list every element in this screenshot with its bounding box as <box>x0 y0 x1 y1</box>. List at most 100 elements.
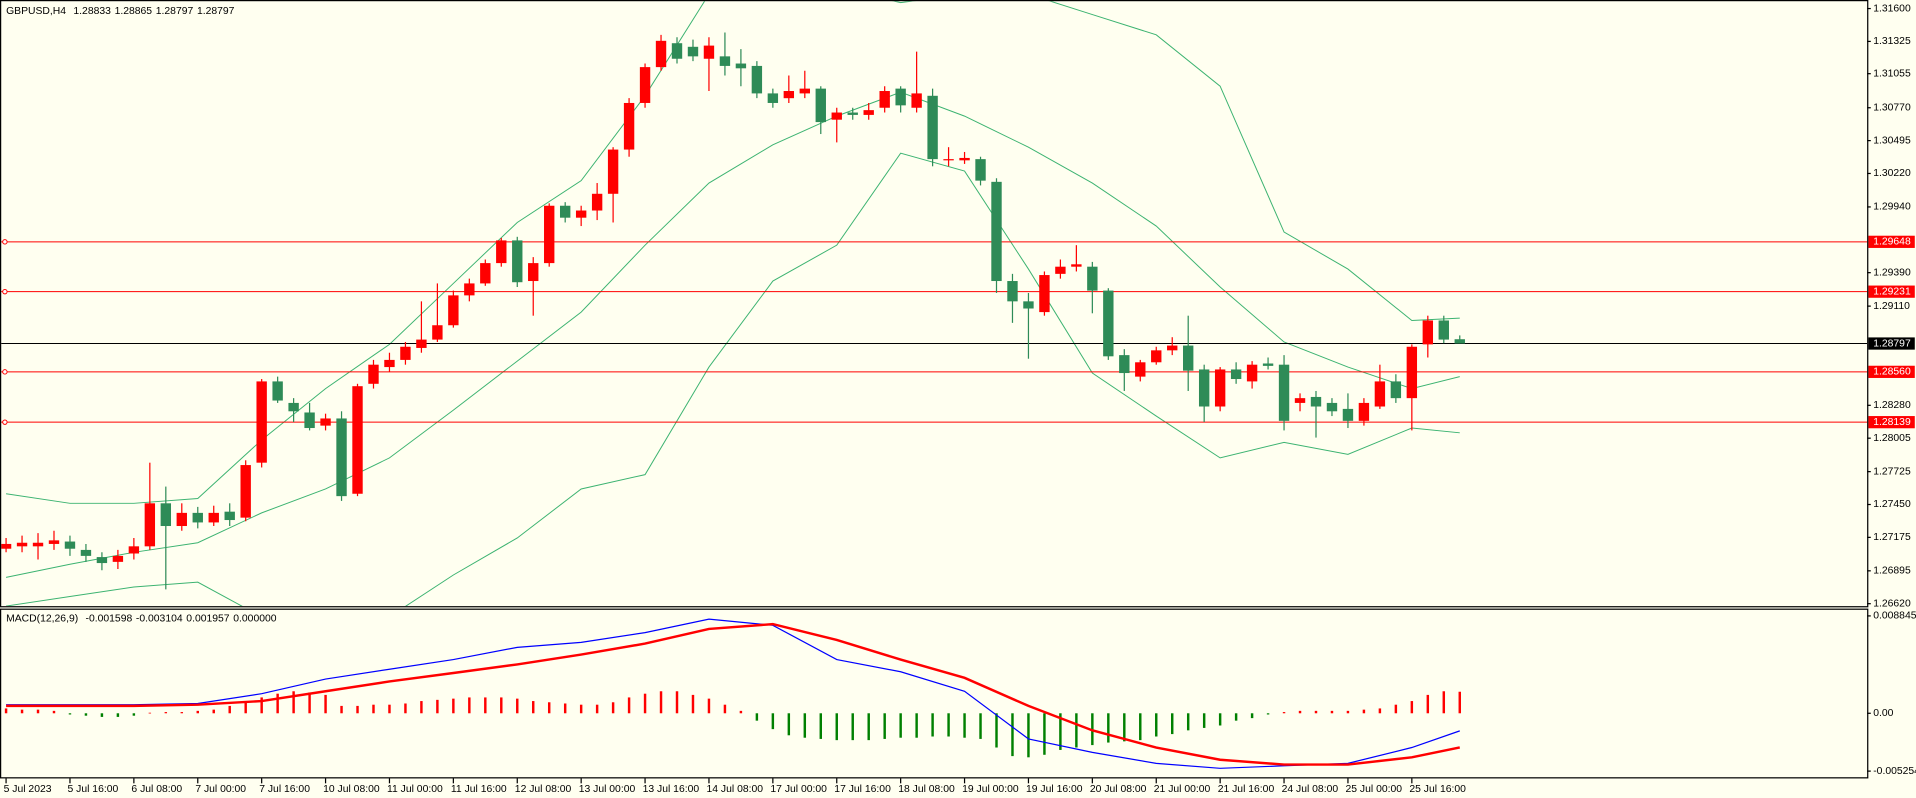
candle-body <box>1422 320 1434 345</box>
histogram-bar <box>819 713 823 739</box>
candle-body <box>863 110 874 115</box>
histogram-bar <box>611 702 615 714</box>
candle-body <box>799 88 810 94</box>
histogram-bar <box>835 713 838 741</box>
histogram-bar <box>1139 713 1142 741</box>
candle-body <box>464 283 475 296</box>
histogram-bar <box>627 697 631 714</box>
x-tick-label: 24 Jul 08:00 <box>1282 784 1339 795</box>
y-tick-label: 1.31055 <box>1873 68 1911 79</box>
histogram-bar <box>516 698 519 714</box>
candle-body <box>1230 369 1242 380</box>
candle-body <box>719 56 731 66</box>
candle-body <box>767 93 779 103</box>
indicator-line <box>5 91 1460 578</box>
histogram-bar <box>1155 713 1158 737</box>
candle-body <box>895 88 906 106</box>
histogram-bar <box>4 708 8 714</box>
y-tick-label: 0.00 <box>1873 708 1893 719</box>
indicator-line <box>6 622 1461 766</box>
x-tick-label: 21 Jul 16:00 <box>1218 784 1275 795</box>
x-tick-label: 12 Jul 08:00 <box>515 784 572 795</box>
candle-body <box>80 549 92 556</box>
histogram-bar <box>963 713 966 738</box>
x-tick-label: 18 Jul 08:00 <box>898 784 955 795</box>
candle-body <box>480 263 491 284</box>
y-tick-label: 1.26620 <box>1873 598 1911 609</box>
candle-body <box>831 112 842 120</box>
histogram-bar <box>1075 713 1078 748</box>
histogram-bar <box>164 712 168 714</box>
x-tick-label: 5 Jul 16:00 <box>68 784 119 795</box>
histogram-bar <box>388 704 391 714</box>
candle-body <box>336 418 347 497</box>
candle-body <box>815 88 826 123</box>
histogram-bar <box>707 698 711 714</box>
y-tick-label: 1.29940 <box>1873 202 1911 213</box>
histogram-bar <box>308 692 311 714</box>
candle-body <box>1374 381 1386 407</box>
x-tick-label: 11 Jul 16:00 <box>451 784 507 795</box>
x-tick-label: 20 Jul 08:00 <box>1090 784 1147 795</box>
current-price-label: 1.28797 <box>1873 338 1911 349</box>
header-value: 0.000000 <box>233 613 277 624</box>
histogram-bar <box>100 713 104 717</box>
x-tick-label: 19 Jul 00:00 <box>962 784 1019 795</box>
histogram-bar <box>36 709 40 714</box>
histogram-bar <box>1346 710 1350 714</box>
histogram-bar <box>579 704 583 714</box>
histogram-bar <box>947 713 950 737</box>
header-value: 1.28797 <box>156 6 194 17</box>
candle-body <box>655 40 667 68</box>
x-tick-label: 10 Jul 08:00 <box>323 784 380 795</box>
candle-body <box>1438 320 1449 340</box>
current-price-box <box>1868 337 1915 350</box>
histogram-bar <box>1330 710 1334 714</box>
candle-body <box>751 65 763 94</box>
histogram-bar <box>787 713 791 736</box>
header-title: MACD(12,26,9) <box>6 613 78 624</box>
header-value: 1.28833 <box>73 6 111 17</box>
macd-frame <box>0 608 1869 779</box>
histogram-bar <box>659 691 663 714</box>
histogram-bar <box>1202 713 1206 728</box>
candle-body <box>64 541 76 549</box>
candle-body <box>639 67 651 103</box>
histogram-bar <box>228 705 231 714</box>
histogram-bar <box>1011 713 1014 757</box>
histogram-bar <box>1186 713 1190 731</box>
histogram-bar <box>563 703 567 714</box>
candle-body <box>432 325 443 340</box>
histogram-bar <box>931 713 934 737</box>
header-value: 1.28865 <box>115 6 153 17</box>
price-frame <box>0 0 1869 608</box>
candle-body <box>943 159 954 161</box>
histogram-bar <box>1298 710 1302 714</box>
candle-body <box>1358 402 1370 421</box>
candle-body <box>416 339 427 348</box>
y-tick-label: -0.005254 <box>1873 766 1916 777</box>
histogram-bar <box>979 713 982 739</box>
histogram-bar <box>324 694 327 714</box>
candle-body <box>607 149 619 194</box>
histogram-bar <box>1458 691 1461 714</box>
candle-body <box>368 364 379 384</box>
candle-body <box>352 386 363 494</box>
x-tick-label: 14 Jul 08:00 <box>707 784 764 795</box>
candle-body <box>128 546 140 554</box>
header-value: 1.28797 <box>197 6 235 17</box>
histogram-bar <box>468 697 471 714</box>
candle-body <box>1278 364 1290 421</box>
candle-body <box>783 91 795 99</box>
histogram-bar <box>244 702 247 714</box>
candle-body <box>528 263 539 282</box>
level-anchor <box>2 419 8 425</box>
histogram-bar <box>547 702 551 714</box>
histogram-bar <box>532 701 535 714</box>
header-title: GBPUSD,H4 <box>6 6 66 17</box>
candle-body <box>1151 350 1162 363</box>
candle-body <box>1246 364 1258 382</box>
histogram-bar <box>484 697 487 714</box>
histogram-bar <box>1043 713 1046 755</box>
